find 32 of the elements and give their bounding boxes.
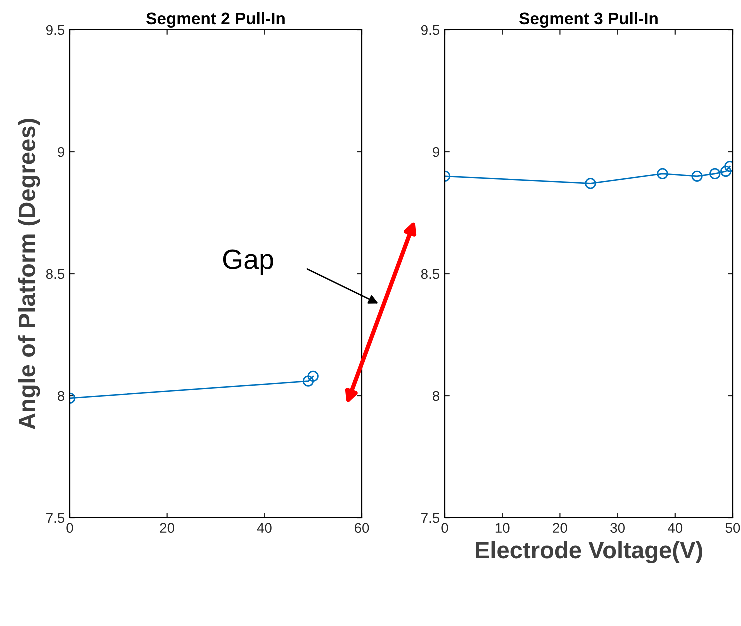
y-tick-label: 7.5: [422, 513, 440, 524]
point: [710, 168, 721, 180]
x-tick-label: 40: [257, 523, 272, 534]
y-tick-label: 8: [58, 391, 65, 402]
y-tick-label: 8.5: [421, 269, 440, 280]
annotation: Gap: [223, 250, 274, 275]
y-tick-label: 7.5: [46, 513, 65, 524]
y-tick-label: 9: [433, 147, 440, 158]
y-tick-label: 9.5: [46, 25, 65, 36]
x-tick-label: 30: [610, 523, 625, 534]
point: [308, 370, 319, 382]
x-tick-label: 60: [354, 523, 370, 534]
x-tick-label: 20: [160, 523, 175, 534]
x-axis-title: Electrode Voltage(V): [476, 541, 702, 564]
point: [720, 166, 732, 178]
y-tick-label: 8.5: [46, 269, 65, 280]
x-tick-label: 10: [496, 523, 510, 534]
chart-title: Segment 2 Pull-In: [146, 12, 285, 28]
x-tick-label: 50: [726, 523, 740, 534]
point: [302, 376, 314, 387]
y-axis-title: Angle of Platform (Degrees): [18, 119, 40, 430]
y-tick-label: 9: [58, 147, 64, 158]
x-tick-label: 40: [668, 523, 683, 534]
point: [692, 170, 703, 182]
x-tick-label: 20: [553, 523, 568, 534]
x-tick-label: 0: [442, 523, 448, 534]
y-tick-label: 8: [433, 391, 440, 402]
chart-title: Segment 3 Pull-In: [520, 12, 658, 28]
y-tick-label: 9.5: [421, 25, 440, 36]
point: [585, 178, 596, 190]
x-tick-label: 0: [66, 523, 74, 534]
point: [657, 168, 668, 180]
